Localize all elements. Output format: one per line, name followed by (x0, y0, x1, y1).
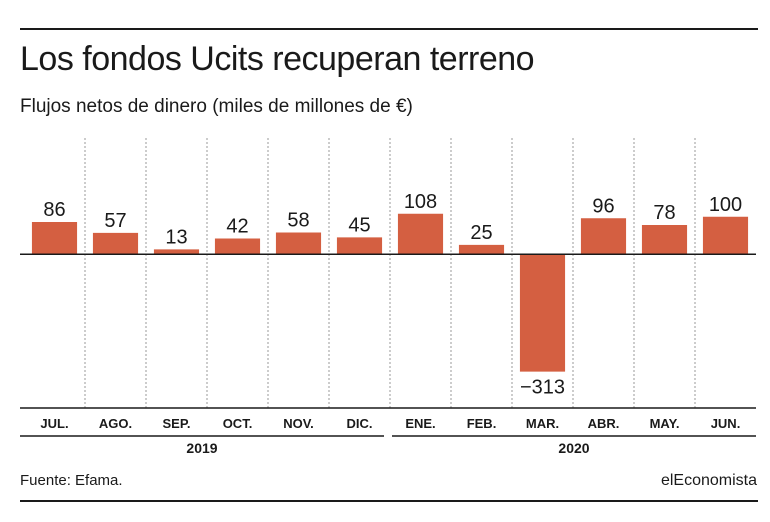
bar-7 (458, 244, 505, 255)
top-rule (20, 28, 758, 30)
tick-label-1: AGO. (99, 416, 132, 431)
tick-label-7: FEB. (467, 416, 497, 431)
bar-11 (702, 216, 749, 255)
data-label-7: 25 (470, 222, 492, 244)
data-label-8: −313 (520, 377, 565, 399)
tick-label-4: NOV. (283, 416, 314, 431)
bar-1 (92, 232, 139, 255)
data-label-4: 58 (287, 210, 309, 232)
bar-chart: 86 57 13 42 58 45 108 25 −313 96 78 100 JUL. AGO. SEP.… (20, 138, 756, 456)
tick-label-2: SEP. (163, 416, 191, 431)
data-label-3: 42 (226, 216, 248, 238)
data-label-9: 96 (592, 195, 614, 217)
data-label-0: 86 (43, 199, 65, 221)
tick-label-11: JUN. (711, 416, 741, 431)
tick-label-0: JUL. (40, 416, 68, 431)
tick-label-3: OCT. (223, 416, 253, 431)
bar-0 (31, 222, 78, 255)
group-label-0: 2019 (186, 440, 217, 456)
bar-8 (519, 254, 566, 372)
bar-2 (153, 249, 200, 255)
data-label-11: 100 (709, 194, 742, 216)
tick-label-5: DIC. (347, 416, 373, 431)
tick-label-10: MAY. (650, 416, 680, 431)
bar-10 (641, 225, 688, 255)
bar-6 (397, 213, 444, 255)
bar-4 (275, 232, 322, 255)
data-label-6: 108 (404, 191, 437, 213)
chart-subtitle: Flujos netos de dinero (miles de millone… (20, 96, 413, 117)
tick-label-8: MAR. (526, 416, 559, 431)
bar-3 (214, 238, 261, 255)
bar-5 (336, 237, 383, 255)
data-label-2: 13 (165, 226, 187, 248)
data-label-5: 45 (348, 214, 370, 236)
bottom-rule (20, 500, 758, 502)
chart-title: Los fondos Ucits recuperan terreno (20, 40, 535, 78)
brand-logo: elEconomista (660, 472, 757, 489)
tick-label-6: ENE. (405, 416, 435, 431)
data-label-1: 57 (104, 210, 126, 232)
source-note: Fuente: Efama. (20, 472, 123, 489)
tick-label-9: ABR. (588, 416, 620, 431)
group-label-1: 2020 (558, 440, 589, 456)
data-label-10: 78 (653, 202, 675, 224)
bar-9 (580, 218, 627, 255)
